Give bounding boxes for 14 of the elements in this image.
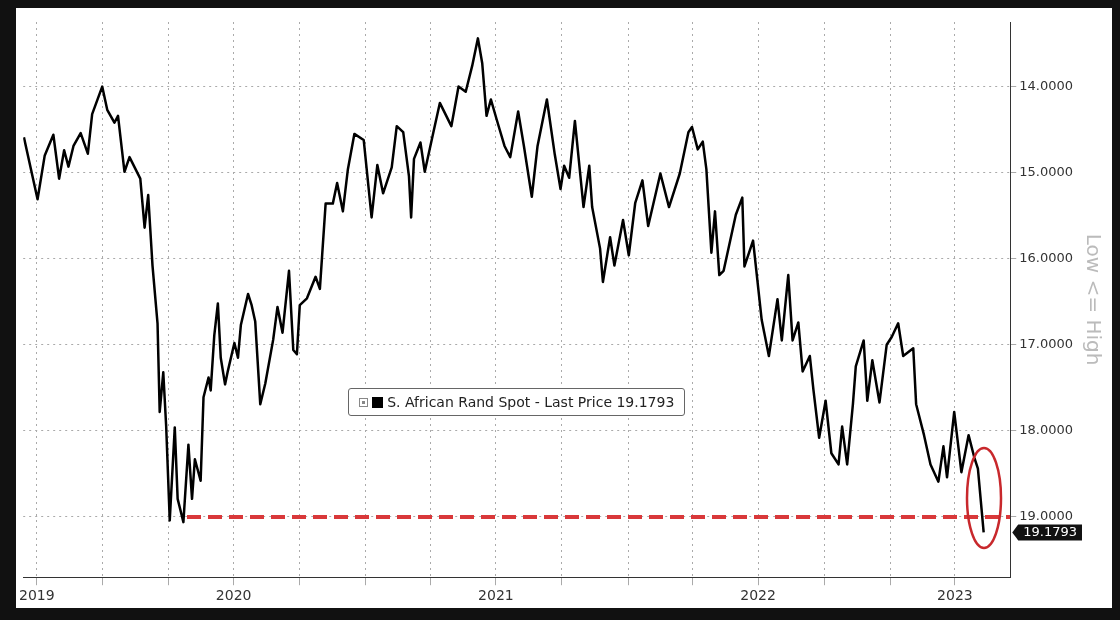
x-tick-label: 2019: [19, 587, 55, 604]
text: 19.1793: [1023, 523, 1078, 539]
x-tick-label: 2023: [937, 587, 973, 604]
y-tick-label: 19.0000: [1019, 508, 1074, 524]
x-tick-label: 2020: [215, 587, 252, 604]
y-tick-label: 15.0000: [1019, 164, 1074, 180]
y-tick-label: 17.0000: [1019, 336, 1074, 352]
y-tick-label: 16.0000: [1019, 250, 1074, 266]
x-tick-label: 2022: [740, 587, 776, 604]
y-tick-label: 14.0000: [1019, 77, 1074, 93]
y-axis-title: Low <= High: [1081, 233, 1106, 366]
x-tick-label: 2021: [478, 587, 514, 604]
y-tick-label: 18.0000: [1019, 422, 1074, 438]
legend-label: S. African Rand Spot - Last Price 19.1793: [387, 394, 675, 411]
